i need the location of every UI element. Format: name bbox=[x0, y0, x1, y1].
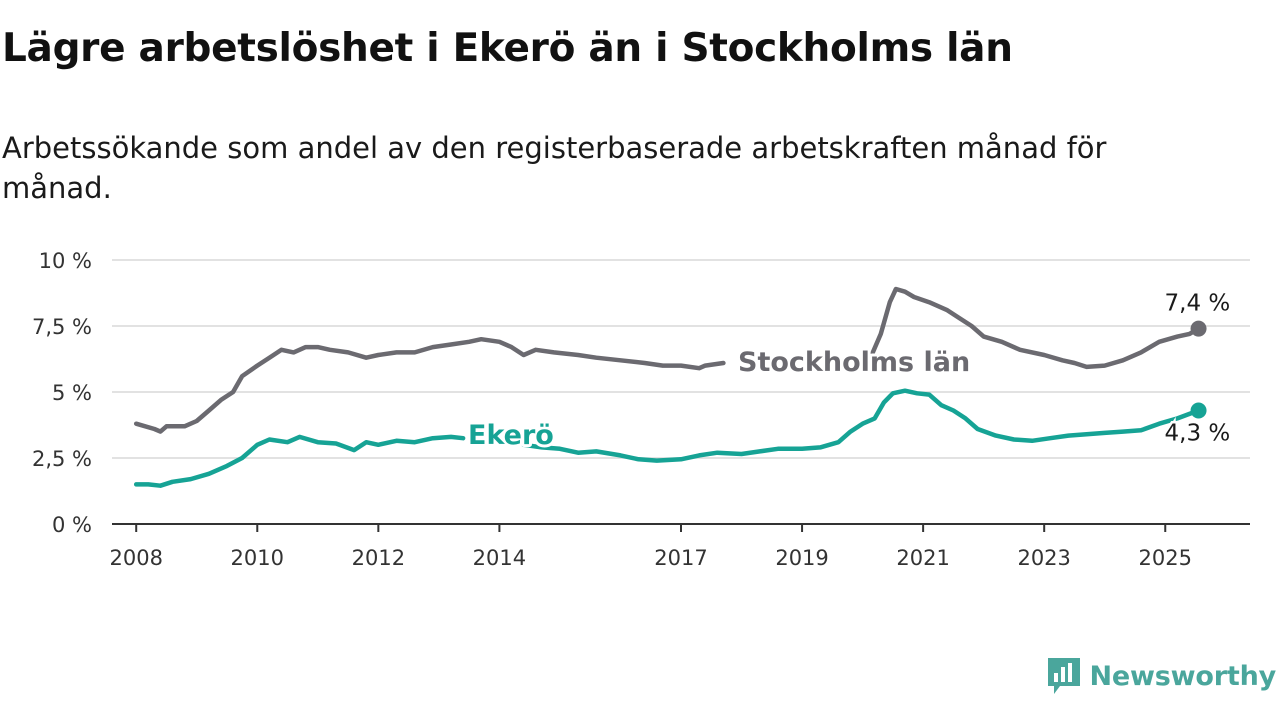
x-tick-label: 2019 bbox=[775, 546, 828, 570]
series-line-stockholms-l-n bbox=[133, 336, 726, 434]
end-value-label-eker-: 4,3 % bbox=[1165, 420, 1231, 446]
x-tick-label: 2023 bbox=[1017, 546, 1070, 570]
y-tick-label: 0 % bbox=[52, 513, 92, 537]
x-tick-label: 2021 bbox=[896, 546, 949, 570]
x-tick-label: 2014 bbox=[473, 546, 526, 570]
series-lines bbox=[133, 286, 1207, 488]
x-tick-label: 2008 bbox=[109, 546, 162, 570]
brand-logo: Newsworthy bbox=[1046, 656, 1276, 696]
series-end-point-stockholms-l-n bbox=[1190, 320, 1207, 337]
x-tick-label: 2012 bbox=[352, 546, 405, 570]
gridlines bbox=[112, 259, 1250, 459]
x-tick-label: 2025 bbox=[1139, 546, 1192, 570]
y-tick-label: 10 % bbox=[39, 249, 92, 273]
series-line-eker- bbox=[133, 434, 466, 488]
y-tick-label: 7,5 % bbox=[32, 315, 92, 339]
y-axis: 0 % 2,5 % 5 % 7,5 % 10 % bbox=[32, 249, 92, 537]
brand-name: Newsworthy bbox=[1089, 660, 1277, 692]
x-axis: 2008 2010 2012 2014 2017 2019 2021 2023 2025 bbox=[109, 523, 1250, 570]
series-line-eker--continued bbox=[521, 388, 1201, 463]
y-tick-label: 5 % bbox=[52, 381, 92, 405]
y-tick-label: 2,5 % bbox=[32, 447, 92, 471]
chart-title: Lägre arbetslöshet i Ekerö än i Stockhol… bbox=[2, 26, 1013, 71]
x-tick-label: 2010 bbox=[231, 546, 284, 570]
series-label-stockholms-l-n: Stockholms län bbox=[738, 347, 970, 378]
chart-subtitle: Arbetssökande som andel av den registerb… bbox=[2, 131, 1107, 205]
series-labels: Stockholms län 7,4 % Ekerö 4,3 % bbox=[465, 288, 1233, 454]
end-value-label-stockholms-l-n: 7,4 % bbox=[1165, 291, 1231, 317]
series-end-point-eker- bbox=[1190, 402, 1207, 419]
newsworthy-logo-icon bbox=[1047, 658, 1080, 694]
series-label-eker-: Ekerö bbox=[468, 420, 554, 451]
x-tick-label: 2017 bbox=[654, 546, 707, 570]
series-line-stockholms-l-n-continued bbox=[869, 286, 1201, 370]
